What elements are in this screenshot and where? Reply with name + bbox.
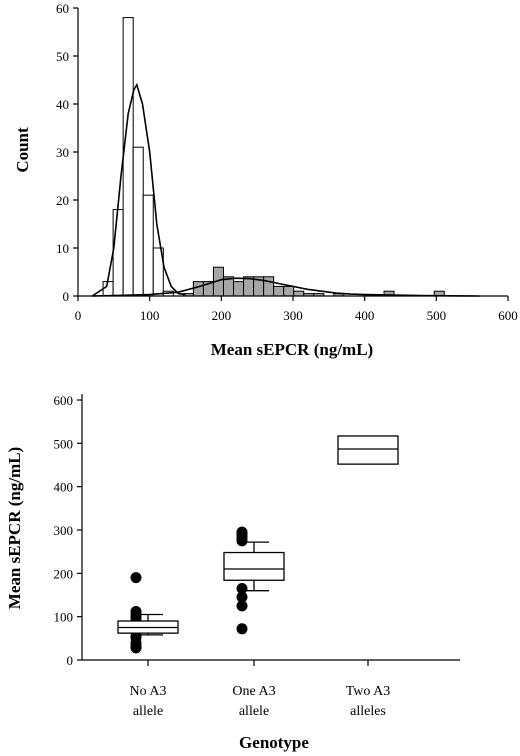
histogram-y-tick-label: 60 (56, 1, 69, 16)
boxplot-y-tick-label: 400 (54, 480, 74, 495)
histogram-x-axis-title: Mean sEPCR (ng/mL) (211, 340, 373, 359)
histogram-y-ticks: 0 10 20 30 40 50 60 (56, 1, 78, 304)
histogram-y-tick-label: 10 (56, 241, 69, 256)
boxplot-outlier-point (236, 591, 248, 603)
histogram-y-axis-title: Count (13, 127, 32, 173)
histogram-bar (132, 146, 144, 297)
histogram-bar (112, 209, 124, 297)
boxplot-chart: 0 100 200 300 400 500 600 No A3 allele One A3 all… (5, 393, 460, 752)
histogram-bar (233, 281, 245, 297)
histogram-bar (263, 276, 275, 297)
histogram-density-curve (92, 277, 480, 297)
histogram-x-tick-label: 200 (212, 308, 232, 323)
histogram-bar (293, 290, 305, 297)
boxplot-y-axis-title: Mean sEPCR (ng/mL) (5, 447, 24, 609)
boxplot-box (337, 435, 399, 465)
boxplot-outlier-point (236, 526, 248, 538)
histogram-x-tick-label: 0 (75, 308, 82, 323)
boxplot-outlier-point (130, 572, 142, 584)
boxplot-category-labels: No A3 allele One A3 allele Two A3 alleles (130, 660, 391, 719)
boxplot-y-ticks: 0 100 200 300 400 500 600 (54, 393, 82, 668)
boxplot-axes (81, 394, 460, 661)
boxplot-y-tick-label: 0 (67, 653, 74, 668)
boxplot-group (223, 526, 285, 635)
histogram-chart: 0 100 200 300 400 500 600 0 10 20 30 40 50 60 Mean s… (13, 1, 518, 359)
boxplot-y-tick-label: 300 (54, 523, 74, 538)
boxplot-category-label: allele (133, 704, 163, 719)
histogram-y-tick-label: 0 (63, 289, 70, 304)
histogram-density-curve (91, 82, 186, 297)
histogram-bar (122, 17, 134, 297)
boxplot-boxes (117, 435, 399, 654)
boxplot-category-label: No A3 (130, 684, 167, 699)
histogram-x-ticks: 0 100 200 300 400 500 600 (75, 296, 518, 323)
histogram-y-tick-label: 50 (56, 49, 69, 64)
histogram-x-tick-label: 100 (140, 308, 160, 323)
boxplot-y-tick-label: 200 (54, 566, 74, 581)
boxplot-group (337, 435, 399, 465)
boxplot-box (223, 551, 285, 581)
boxplot-x-axis-title: Genotype (239, 733, 309, 752)
histogram-x-tick-label: 400 (355, 308, 375, 323)
histogram-bar (283, 285, 295, 297)
histogram-x-tick-label: 300 (283, 308, 303, 323)
boxplot-category-label: Two A3 (346, 684, 391, 699)
boxplot-category-label: One A3 (232, 684, 275, 699)
histogram-bar (142, 194, 154, 297)
histogram-series-white (102, 17, 174, 297)
histogram-bar (102, 281, 114, 297)
boxplot-outlier-point (130, 605, 142, 617)
boxplot-group (117, 572, 179, 654)
histogram-x-tick-label: 500 (427, 308, 447, 323)
boxplot-category-label: alleles (350, 704, 386, 719)
histogram-bar (192, 281, 204, 297)
histogram-x-tick-label: 600 (498, 308, 518, 323)
histogram-curves (91, 82, 480, 297)
boxplot-outlier-point (236, 600, 248, 612)
boxplot-y-tick-label: 100 (54, 610, 74, 625)
histogram-bar (273, 285, 285, 297)
boxplot-y-tick-label: 500 (54, 436, 74, 451)
boxplot-outlier-point (236, 583, 248, 594)
histogram-y-tick-label: 20 (56, 193, 69, 208)
histogram-y-tick-label: 40 (56, 97, 69, 112)
histogram-y-tick-label: 30 (56, 145, 69, 160)
boxplot-y-tick-label: 600 (54, 393, 74, 408)
boxplot-outlier-point (236, 623, 248, 635)
boxplot-category-label: allele (239, 704, 269, 719)
